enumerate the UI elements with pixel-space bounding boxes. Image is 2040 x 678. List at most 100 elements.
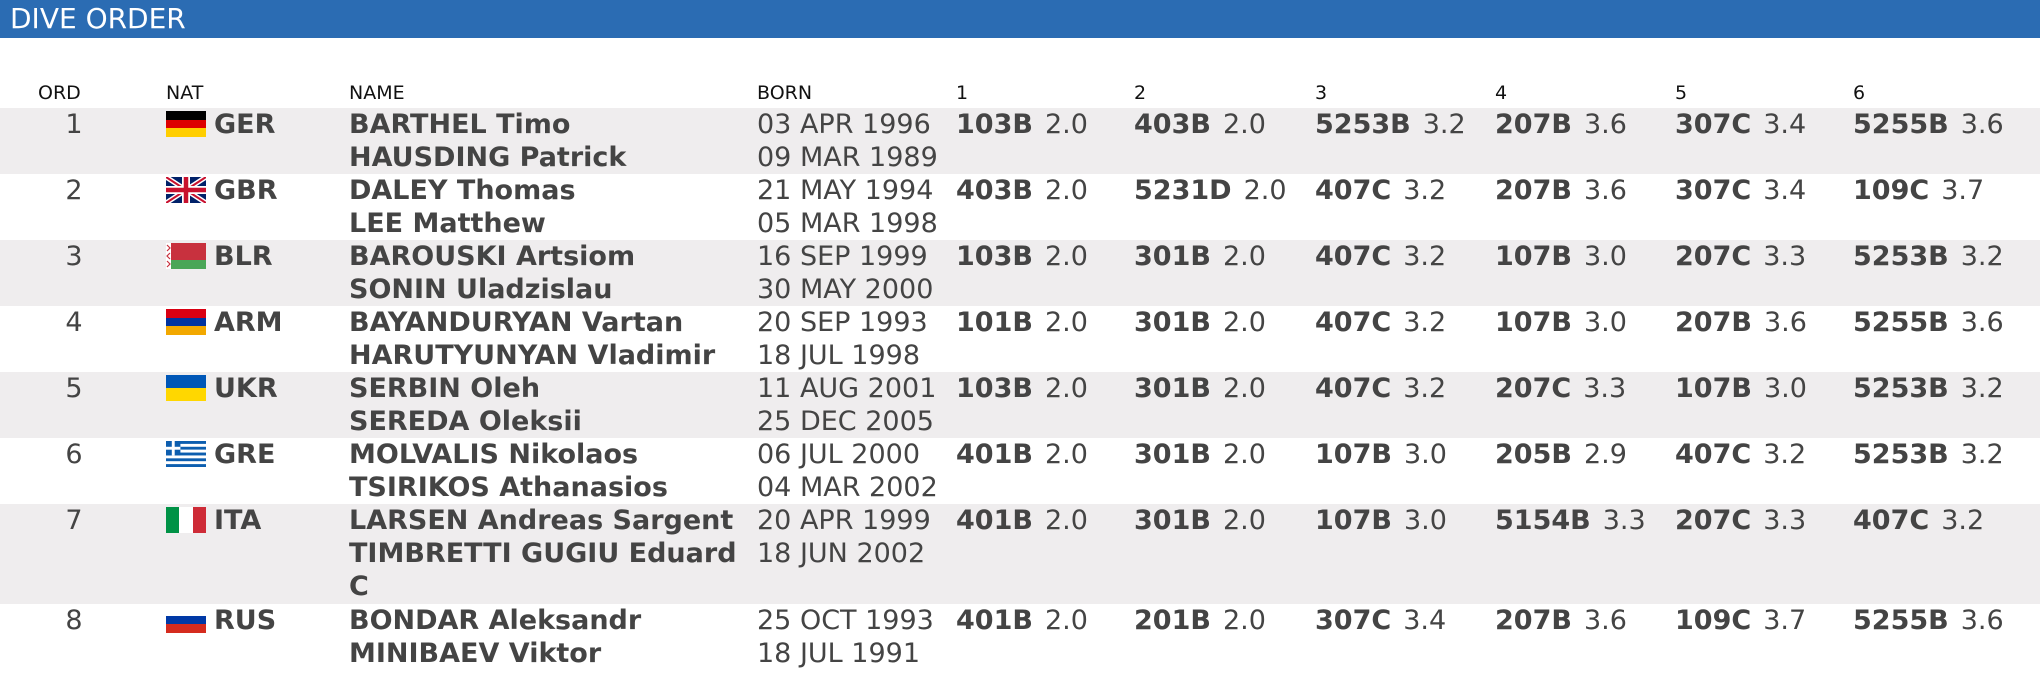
dive-code: 301B — [1134, 505, 1211, 536]
dive-code: 307C — [1675, 109, 1752, 140]
dive-cell: 207B 3.6 — [1495, 108, 1627, 141]
degree-of-difficulty: 3.3 — [1763, 241, 1807, 272]
degree-of-difficulty: 3.6 — [1583, 109, 1627, 140]
nation-code: GER — [214, 109, 276, 140]
dive-cell: 403B 2.0 — [956, 174, 1088, 207]
dive-code: 107B — [1495, 241, 1572, 272]
dive-code: 307C — [1315, 605, 1392, 636]
dive-cell: 207B 3.6 — [1675, 306, 1807, 339]
degree-of-difficulty: 2.0 — [1222, 307, 1266, 338]
athlete-name: LEE Matthew — [349, 208, 546, 239]
dive-cell: 301B 2.0 — [1134, 504, 1266, 537]
degree-of-difficulty: 3.6 — [1960, 605, 2004, 636]
nation-code: BLR — [214, 241, 273, 272]
dive-code: 407C — [1315, 373, 1392, 404]
athlete-name: HARUTYUNYAN Vladimir — [349, 340, 716, 371]
dive-code: 109C — [1675, 605, 1752, 636]
dive-code: 301B — [1134, 241, 1211, 272]
dive-cell: 407C 3.2 — [1315, 306, 1446, 339]
dive-code: 201B — [1134, 605, 1211, 636]
dive-code: 401B — [956, 505, 1033, 536]
athlete-name: TIMBRETTI GUGIU Eduard C — [349, 538, 737, 602]
degree-of-difficulty: 3.3 — [1583, 373, 1627, 404]
order-number: 3 — [65, 241, 83, 272]
dive-cell: 301B 2.0 — [1134, 240, 1266, 273]
degree-of-difficulty: 2.0 — [1044, 605, 1088, 636]
dive-code: 5253B — [1853, 373, 1949, 404]
dive-cell: 403B 2.0 — [1134, 108, 1266, 141]
dive-cell: 401B 2.0 — [956, 504, 1088, 537]
dive-cell: 307C 3.4 — [1675, 174, 1806, 207]
degree-of-difficulty: 3.2 — [1941, 505, 1985, 536]
header-nat: NAT — [166, 82, 204, 104]
dive-cell: 103B 2.0 — [956, 108, 1088, 141]
degree-of-difficulty: 3.6 — [1960, 307, 2004, 338]
dive-code: 5231D — [1134, 175, 1232, 206]
athlete-name: BAYANDURYAN Vartan — [349, 307, 684, 338]
athlete-name: BAROUSKI Artsiom — [349, 241, 636, 272]
dive-code: 107B — [1495, 307, 1572, 338]
dive-code: 407C — [1853, 505, 1930, 536]
degree-of-difficulty: 2.0 — [1222, 439, 1266, 470]
degree-of-difficulty: 2.0 — [1222, 373, 1266, 404]
dive-code: 401B — [956, 439, 1033, 470]
dive-cell: 207C 3.3 — [1495, 372, 1626, 405]
birth-date: 18 JUL 1991 — [757, 638, 921, 669]
dive-cell: 401B 2.0 — [956, 438, 1088, 471]
birth-date: 11 AUG 2001 — [757, 373, 937, 404]
degree-of-difficulty: 3.4 — [1763, 109, 1807, 140]
dive-cell: 407C 3.2 — [1315, 174, 1446, 207]
athlete-name: SONIN Uladzislau — [349, 274, 613, 305]
dive-code: 207C — [1675, 241, 1752, 272]
dive-code: 407C — [1315, 241, 1392, 272]
athlete-name: MINIBAEV Viktor — [349, 638, 602, 669]
birth-date: 25 DEC 2005 — [757, 406, 934, 437]
dive-code: 5255B — [1853, 307, 1949, 338]
degree-of-difficulty: 3.2 — [1960, 439, 2004, 470]
dive-cell: 407C 3.2 — [1675, 438, 1806, 471]
dive-cell: 107B 3.0 — [1495, 306, 1627, 339]
degree-of-difficulty: 3.6 — [1763, 307, 1807, 338]
dive-cell: 107B 3.0 — [1315, 504, 1447, 537]
dive-code: 5154B — [1495, 505, 1591, 536]
dive-cell: 5255B 3.6 — [1853, 108, 2004, 141]
flag-germany-icon — [166, 111, 206, 137]
degree-of-difficulty: 3.6 — [1583, 175, 1627, 206]
flag-belarus-icon — [166, 243, 206, 269]
dive-code: 5253B — [1853, 439, 1949, 470]
degree-of-difficulty: 2.0 — [1222, 241, 1266, 272]
dive-cell: 301B 2.0 — [1134, 438, 1266, 471]
dive-cell: 307C 3.4 — [1675, 108, 1806, 141]
degree-of-difficulty: 2.0 — [1222, 505, 1266, 536]
degree-of-difficulty: 3.3 — [1602, 505, 1646, 536]
dive-cell: 205B 2.9 — [1495, 438, 1627, 471]
dive-cell: 301B 2.0 — [1134, 372, 1266, 405]
dive-code: 107B — [1675, 373, 1752, 404]
degree-of-difficulty: 2.0 — [1044, 241, 1088, 272]
birth-date: 03 APR 1996 — [757, 109, 931, 140]
degree-of-difficulty: 2.0 — [1044, 109, 1088, 140]
header-round-1: 1 — [956, 82, 969, 104]
athlete-name: MOLVALIS Nikolaos — [349, 439, 639, 470]
birth-date: 18 JUL 1998 — [757, 340, 921, 371]
dive-code: 207B — [1495, 175, 1572, 206]
degree-of-difficulty: 3.2 — [1960, 241, 2004, 272]
birth-date: 20 SEP 1993 — [757, 307, 928, 338]
degree-of-difficulty: 3.0 — [1403, 439, 1447, 470]
flag-italy-icon — [166, 507, 206, 533]
degree-of-difficulty: 3.0 — [1763, 373, 1807, 404]
nation-code: RUS — [214, 605, 277, 636]
dive-cell: 101B 2.0 — [956, 306, 1088, 339]
dive-code: 207C — [1495, 373, 1572, 404]
dive-cell: 103B 2.0 — [956, 240, 1088, 273]
dive-code: 301B — [1134, 307, 1211, 338]
header-born: BORN — [757, 82, 813, 104]
title-bar: DIVE ORDER — [0, 0, 2040, 38]
degree-of-difficulty: 3.7 — [1763, 605, 1807, 636]
table-row: 8 RUS BONDAR Aleksandr MINIBAEV Viktor 25 OC… — [0, 604, 2040, 670]
dive-cell: 307C 3.4 — [1315, 604, 1446, 637]
page-title: DIVE ORDER — [10, 2, 186, 35]
order-number: 6 — [65, 439, 83, 470]
dive-cell: 107B 3.0 — [1675, 372, 1807, 405]
degree-of-difficulty: 2.0 — [1044, 439, 1088, 470]
